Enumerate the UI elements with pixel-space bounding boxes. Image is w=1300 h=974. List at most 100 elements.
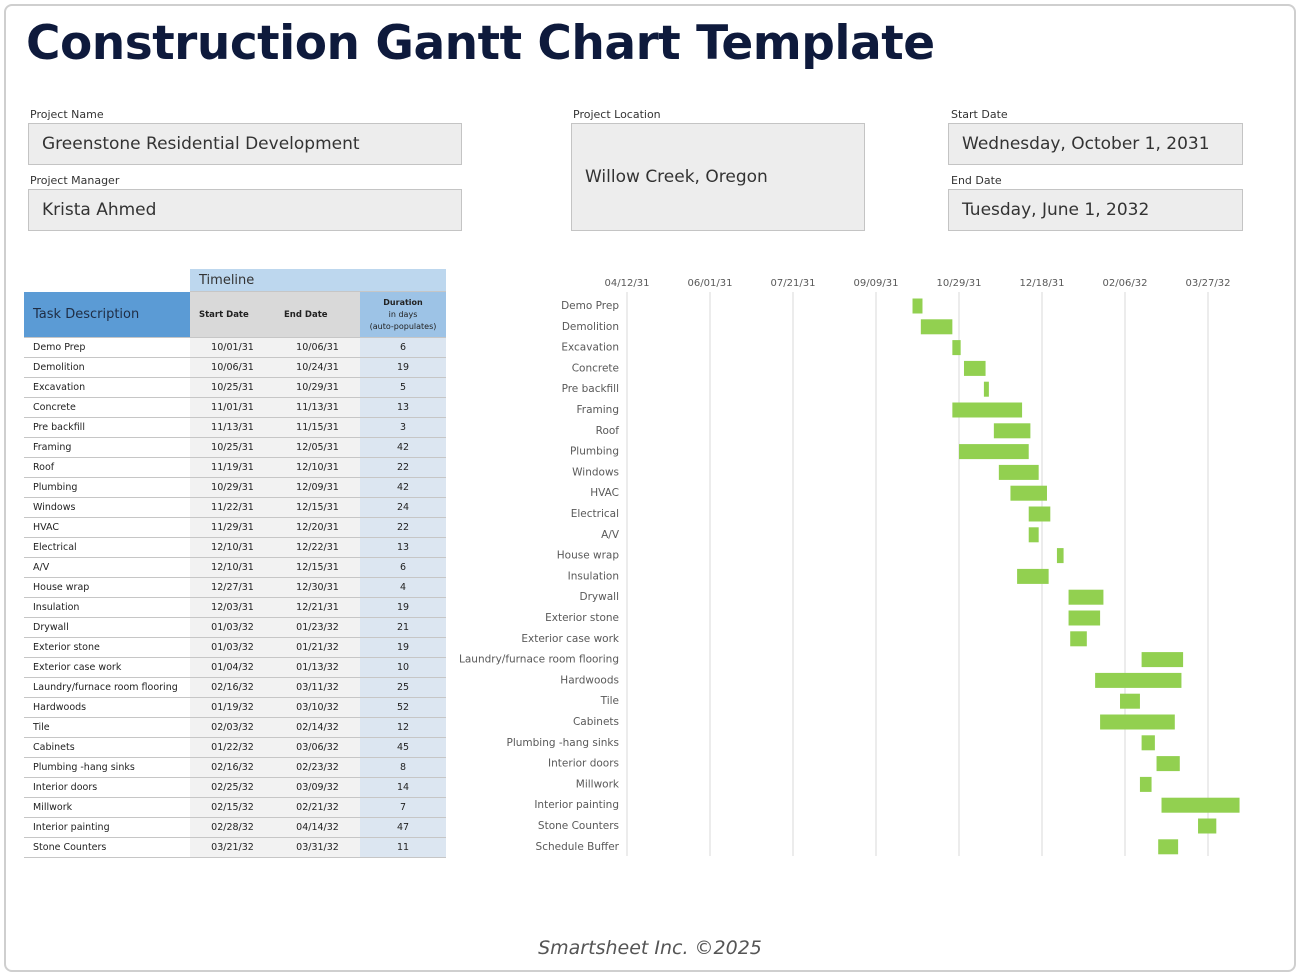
table-cell: 03/21/32 <box>190 837 275 858</box>
table-cell: 02/16/32 <box>190 757 275 778</box>
bar <box>952 340 961 356</box>
x-tick-label: 06/01/31 <box>688 278 733 289</box>
category-label: Schedule Buffer <box>536 841 620 853</box>
category-label: Insulation <box>568 570 619 582</box>
table-cell: Framing <box>24 437 190 458</box>
table-cell: 12/05/31 <box>275 437 360 458</box>
table-cell: 01/13/32 <box>275 657 360 678</box>
table-row: Demolition 10/06/31 10/24/31 19 <box>24 357 447 378</box>
bar <box>983 381 989 397</box>
category-label: Concrete <box>572 362 619 374</box>
table-row: Insulation 12/03/31 12/21/31 19 <box>24 597 447 618</box>
table-cell: 11/15/31 <box>275 417 360 438</box>
field-label: Start Date <box>951 108 1008 121</box>
footer: Smartsheet Inc. ©2025 <box>538 937 762 959</box>
duration-header-line: Duration <box>383 297 423 307</box>
category-label: Interior painting <box>534 799 619 811</box>
table-cell: 02/21/32 <box>275 797 360 818</box>
table-cell: 22 <box>360 457 447 478</box>
table-cell: 03/06/32 <box>275 737 360 758</box>
bar <box>1141 652 1184 668</box>
table-row: Cabinets 01/22/32 03/06/32 45 <box>24 737 447 758</box>
table-cell: House wrap <box>24 577 190 598</box>
table-cell: 02/14/32 <box>275 717 360 738</box>
table-cell: 10/06/31 <box>190 357 275 378</box>
table-cell: 25 <box>360 677 447 698</box>
table-cell: 14 <box>360 777 447 798</box>
field-value[interactable]: Greenstone Residential Development <box>28 123 462 165</box>
category-label: Tile <box>600 695 619 707</box>
table-cell: 10/25/31 <box>190 377 275 398</box>
field-value[interactable]: Krista Ahmed <box>28 189 462 231</box>
table-cell: 01/22/32 <box>190 737 275 758</box>
table-cell: 12/20/31 <box>275 517 360 538</box>
table-row: Excavation 10/25/31 10/29/31 5 <box>24 377 447 398</box>
table-cell: 03/11/32 <box>275 677 360 698</box>
table-row: A/V 12/10/31 12/15/31 6 <box>24 557 447 578</box>
table-cell: 13 <box>360 537 447 558</box>
table-cell: 03/09/32 <box>275 777 360 798</box>
table-cell: Demolition <box>24 357 190 378</box>
table-cell: 01/19/32 <box>190 697 275 718</box>
table-cell: 21 <box>360 617 447 638</box>
bar <box>1028 506 1051 522</box>
field-label: Project Location <box>573 108 661 121</box>
table-cell: 19 <box>360 357 447 378</box>
table-row: Concrete 11/01/31 11/13/31 13 <box>24 397 447 418</box>
table-row: HVAC 11/29/31 12/20/31 22 <box>24 517 447 538</box>
x-tick-label: 04/12/31 <box>605 278 650 289</box>
bar <box>998 464 1039 480</box>
category-label: Drywall <box>580 591 619 603</box>
category-label: Millwork <box>576 778 620 790</box>
task-table: Timeline Task Description Start Date End… <box>24 269 447 858</box>
category-label: A/V <box>601 529 620 541</box>
table-cell: 02/28/32 <box>190 817 275 838</box>
field-value[interactable]: Wednesday, October 1, 2031 <box>948 123 1243 165</box>
table-row: Electrical 12/10/31 12/22/31 13 <box>24 537 447 558</box>
category-label: House wrap <box>557 550 620 562</box>
x-tick-label: 12/18/31 <box>1020 278 1065 289</box>
table-cell: Excavation <box>24 377 190 398</box>
table-row: Laundry/furnace room flooring 02/16/32 03/… <box>24 677 447 698</box>
table-cell: 10 <box>360 657 447 678</box>
table-cell: A/V <box>24 557 190 578</box>
bar <box>1070 631 1087 647</box>
field-label: Project Name <box>30 108 104 121</box>
column-header: End Date <box>275 291 360 338</box>
table-cell: Interior doors <box>24 777 190 798</box>
table-cell: 7 <box>360 797 447 818</box>
table-row: Plumbing -hang sinks 02/16/32 02/23/32 8 <box>24 757 447 778</box>
table-row: Drywall 01/03/32 01/23/32 21 <box>24 617 447 638</box>
category-label: Pre backfill <box>562 383 619 395</box>
bar <box>1198 818 1217 834</box>
table-row: Stone Counters 03/21/32 03/31/32 11 <box>24 837 447 858</box>
table-row: Hardwoods 01/19/32 03/10/32 52 <box>24 697 447 718</box>
table-cell: 10/24/31 <box>275 357 360 378</box>
table-cell: 03/31/32 <box>275 837 360 858</box>
field-value[interactable]: Willow Creek, Oregon <box>571 123 865 231</box>
table-cell: 52 <box>360 697 447 718</box>
table-cell: 12/30/31 <box>275 577 360 598</box>
category-label: Excavation <box>561 342 619 354</box>
table-cell: HVAC <box>24 517 190 538</box>
field-value[interactable]: Tuesday, June 1, 2032 <box>948 189 1243 231</box>
table-cell: 12/10/31 <box>190 557 275 578</box>
table-row: Pre backfill 11/13/31 11/15/31 3 <box>24 417 447 438</box>
table-cell: 01/21/32 <box>275 637 360 658</box>
table-cell: Stone Counters <box>24 837 190 858</box>
table-cell: 11/13/31 <box>275 397 360 418</box>
bar <box>1068 589 1104 605</box>
duration-header-line: in days <box>388 309 418 319</box>
table-cell: Exterior stone <box>24 637 190 658</box>
table-row: Interior painting 02/28/32 04/14/32 47 <box>24 817 447 838</box>
table-cell: 24 <box>360 497 447 518</box>
table-cell: 02/03/32 <box>190 717 275 738</box>
category-label: Cabinets <box>573 716 619 728</box>
table-cell: Electrical <box>24 537 190 558</box>
table-cell: 12/15/31 <box>275 557 360 578</box>
table-cell: Tile <box>24 717 190 738</box>
table-row: Interior doors 02/25/32 03/09/32 14 <box>24 777 447 798</box>
group-header: Timeline <box>190 269 447 292</box>
frame <box>4 4 1296 972</box>
